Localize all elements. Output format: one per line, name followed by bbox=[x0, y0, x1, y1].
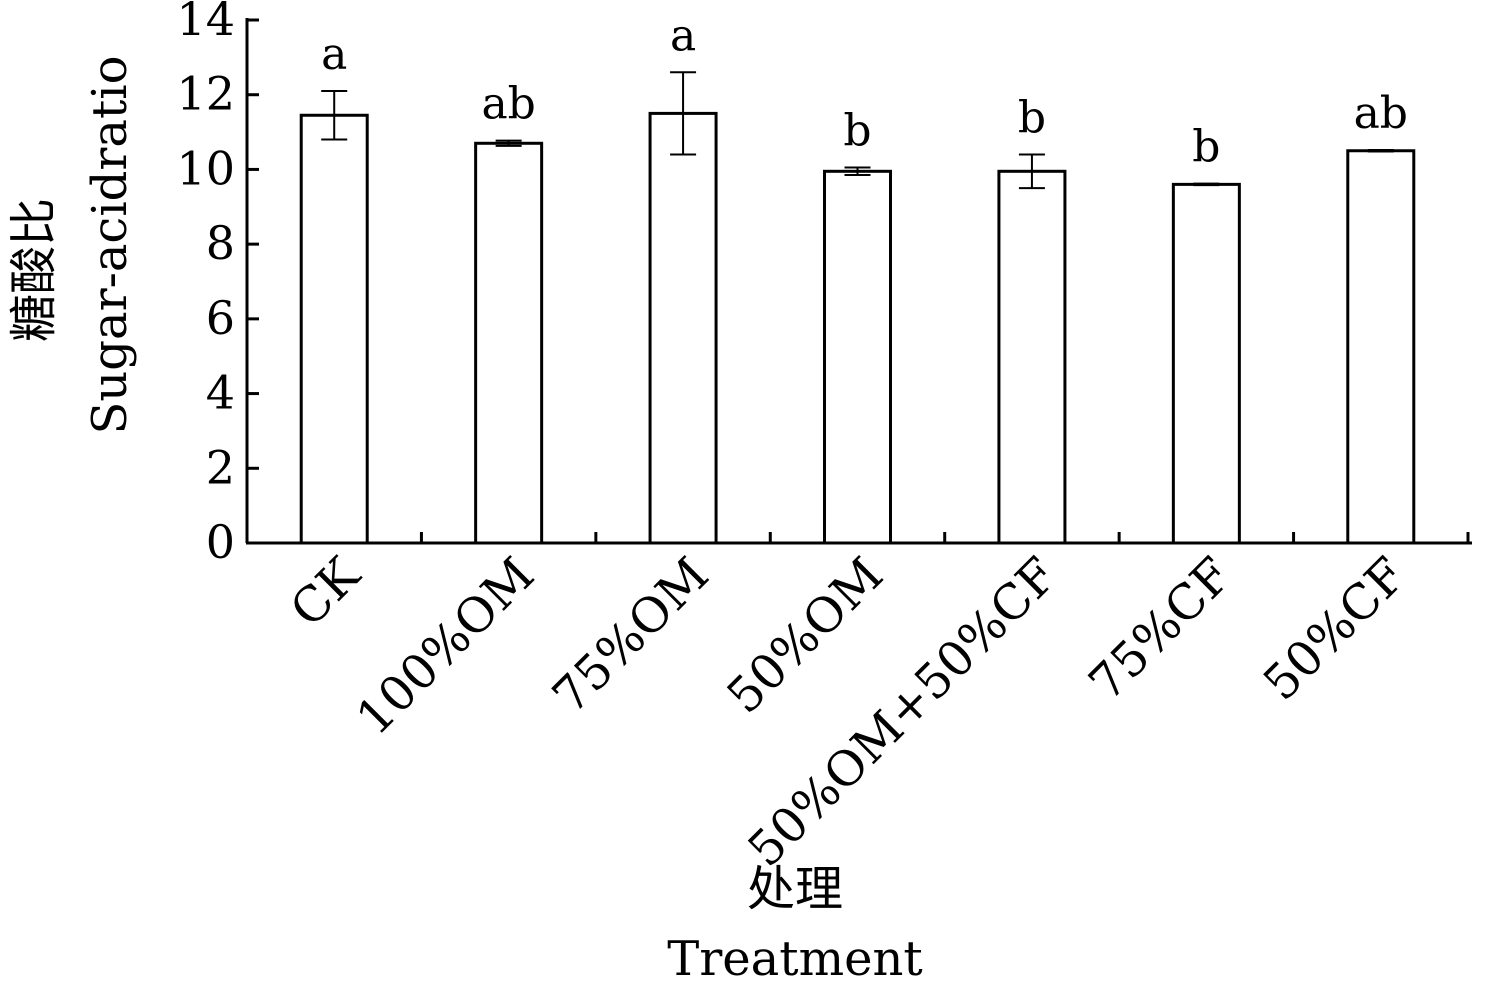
x-axis-title-cn: 处理 bbox=[747, 861, 843, 917]
x-axis-ticks bbox=[419, 532, 1470, 543]
bar bbox=[474, 141, 544, 545]
x-category-label: 75%OM bbox=[542, 547, 720, 725]
x-category-label: 75%CF bbox=[1078, 547, 1243, 712]
y-tick-label: 2 bbox=[206, 440, 235, 494]
bar bbox=[997, 169, 1067, 545]
x-category-label: CK bbox=[280, 546, 372, 638]
bar bbox=[823, 169, 892, 545]
x-category-label: 50%OM+50%CF bbox=[737, 547, 1068, 878]
bars bbox=[299, 111, 1416, 545]
significance-letter: ab bbox=[1354, 88, 1408, 139]
y-tick-label: 14 bbox=[176, 0, 235, 46]
y-tick-label: 10 bbox=[176, 141, 235, 195]
y-tick-label: 6 bbox=[206, 291, 235, 345]
y-axis-title-cn: 糖酸比 bbox=[6, 198, 62, 342]
significance-letter: ab bbox=[481, 79, 535, 130]
significance-letter: a bbox=[670, 10, 696, 61]
x-category-label: 50%CF bbox=[1253, 547, 1418, 712]
y-tick-label: 12 bbox=[176, 67, 235, 121]
y-tick-label: 8 bbox=[206, 216, 235, 270]
significance-letter: b bbox=[843, 106, 871, 157]
x-category-label: 50%OM bbox=[716, 547, 894, 725]
error-bars bbox=[321, 71, 1394, 190]
bar bbox=[1171, 182, 1241, 545]
x-category-label: 100%OM bbox=[346, 547, 545, 746]
significance-letter: b bbox=[1018, 92, 1046, 143]
error-bar bbox=[1018, 153, 1045, 190]
bar bbox=[299, 113, 369, 545]
y-axis-title: Sugar-acidratio bbox=[82, 56, 138, 435]
significance-letter: a bbox=[321, 29, 347, 80]
y-axis-ticks: 0 2 4 6 8 10 12 14 bbox=[176, 0, 259, 569]
y-tick-label: 4 bbox=[206, 366, 235, 420]
error-bar bbox=[321, 89, 348, 141]
error-bar bbox=[1193, 182, 1220, 187]
error-bar bbox=[670, 71, 697, 156]
y-tick-label: 0 bbox=[206, 515, 235, 569]
significance-letter: b bbox=[1192, 122, 1220, 173]
error-bar bbox=[1367, 149, 1394, 153]
error-bar bbox=[844, 166, 871, 177]
bar bbox=[1346, 149, 1416, 545]
bar bbox=[648, 111, 718, 545]
x-axis-title: Treatment bbox=[667, 931, 922, 987]
error-bar bbox=[495, 139, 522, 147]
